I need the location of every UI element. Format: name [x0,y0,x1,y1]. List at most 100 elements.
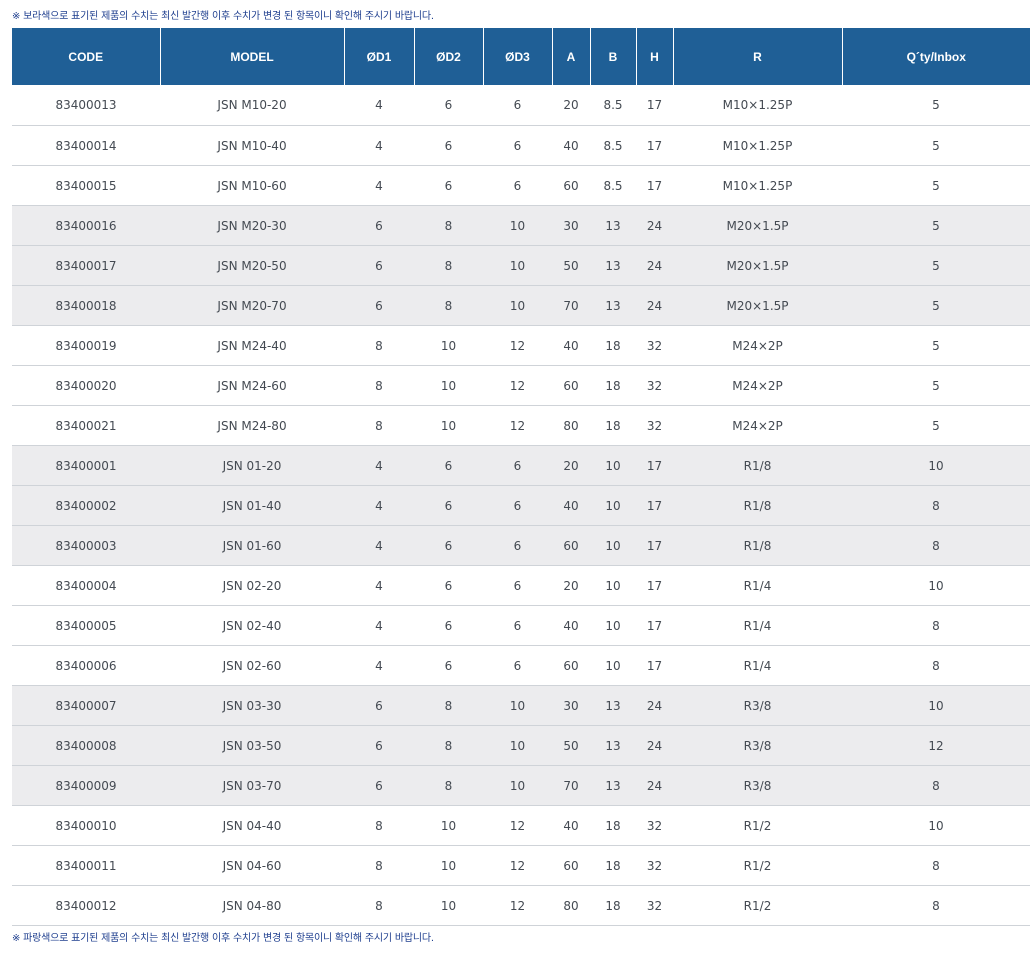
cell-b: 18 [590,365,636,406]
cell-d1: 6 [344,245,414,286]
cell-r: M10×1.25P [673,165,842,206]
header-d1: ØD1 [343,28,415,85]
cell-d2: 10 [414,885,483,926]
header-r: R [672,28,843,85]
cell-r: R3/8 [673,725,842,766]
cell-h: 17 [636,445,673,486]
cell-d1: 4 [344,565,414,606]
cell-qty-inbox: 10 [842,805,1030,846]
cell-qty-inbox: 5 [842,165,1030,206]
cell-b: 18 [590,845,636,886]
cell-code: 83400010 [12,805,160,846]
cell-model: JSN M10-60 [160,165,344,206]
cell-a: 40 [552,605,590,646]
cell-d3: 6 [483,85,552,126]
cell-r: R1/2 [673,885,842,926]
cell-d1: 6 [344,765,414,806]
cell-model: JSN 04-40 [160,805,344,846]
table-row: 83400002 JSN 01-40 4 6 6 40 10 17 R1/8 8 [12,485,1030,526]
cell-h: 24 [636,285,673,326]
cell-d1: 6 [344,685,414,726]
cell-d2: 10 [414,845,483,886]
cell-h: 17 [636,165,673,206]
cell-h: 24 [636,725,673,766]
cell-d3: 6 [483,165,552,206]
cell-h: 17 [636,125,673,166]
cell-d1: 4 [344,125,414,166]
cell-qty-inbox: 10 [842,685,1030,726]
table-row: 83400007 JSN 03-30 6 8 10 30 13 24 R3/8 10 [12,685,1030,726]
product-spec-table: CODE MODEL ØD1 ØD2 ØD3 A B H R Q´ty/Inbo… [12,28,1030,926]
cell-r: M10×1.25P [673,85,842,126]
table-row: 83400011 JSN 04-60 8 10 12 60 18 32 R1/2 8 [12,845,1030,886]
cell-qty-inbox: 8 [842,605,1030,646]
cell-qty-inbox: 12 [842,725,1030,766]
cell-code: 83400015 [12,165,160,206]
cell-d3: 6 [483,525,552,566]
cell-a: 70 [552,285,590,326]
cell-d2: 8 [414,205,483,246]
cell-code: 83400007 [12,685,160,726]
cell-a: 60 [552,525,590,566]
table-row: 83400019 JSN M24-40 8 10 12 40 18 32 M24×2P 5 [12,325,1030,366]
cell-code: 83400016 [12,205,160,246]
cell-qty-inbox: 8 [842,485,1030,526]
cell-model: JSN 04-60 [160,845,344,886]
cell-h: 24 [636,765,673,806]
cell-qty-inbox: 8 [842,525,1030,566]
cell-qty-inbox: 5 [842,205,1030,246]
table-row: 83400010 JSN 04-40 8 10 12 40 18 32 R1/2 10 [12,805,1030,846]
cell-model: JSN M20-30 [160,205,344,246]
revision-note-top: ※ 보라색으로 표기된 제품의 수치는 최신 발간행 이후 수치가 변경 된 항… [12,11,434,22]
cell-b: 18 [590,885,636,926]
cell-d1: 4 [344,525,414,566]
cell-h: 32 [636,805,673,846]
cell-model: JSN M20-70 [160,285,344,326]
cell-model: JSN M10-20 [160,85,344,126]
cell-r: R1/2 [673,805,842,846]
cell-a: 60 [552,645,590,686]
cell-model: JSN 02-60 [160,645,344,686]
table-row: 83400016 JSN M20-30 6 8 10 30 13 24 M20×1.5P 5 [12,205,1030,246]
cell-d2: 10 [414,805,483,846]
cell-code: 83400003 [12,525,160,566]
cell-d1: 8 [344,405,414,446]
cell-d3: 6 [483,565,552,606]
cell-code: 83400020 [12,365,160,406]
cell-d2: 6 [414,165,483,206]
cell-r: R1/8 [673,445,842,486]
cell-code: 83400019 [12,325,160,366]
cell-code: 83400011 [12,845,160,886]
cell-d3: 12 [483,845,552,886]
cell-d1: 8 [344,885,414,926]
cell-d1: 4 [344,645,414,686]
cell-b: 10 [590,525,636,566]
cell-d3: 12 [483,365,552,406]
cell-model: JSN 01-20 [160,445,344,486]
cell-d3: 6 [483,645,552,686]
cell-qty-inbox: 8 [842,765,1030,806]
cell-d2: 10 [414,405,483,446]
cell-h: 17 [636,525,673,566]
header-row: CODE MODEL ØD1 ØD2 ØD3 A B H R Q´ty/Inbo… [12,28,1030,85]
cell-d3: 10 [483,765,552,806]
cell-r: M24×2P [673,405,842,446]
cell-d3: 6 [483,485,552,526]
cell-b: 18 [590,805,636,846]
cell-code: 83400005 [12,605,160,646]
cell-r: M20×1.5P [673,205,842,246]
cell-qty-inbox: 5 [842,325,1030,366]
cell-qty-inbox: 5 [842,405,1030,446]
cell-a: 40 [552,485,590,526]
cell-b: 13 [590,685,636,726]
cell-r: R3/8 [673,765,842,806]
cell-r: R1/4 [673,565,842,606]
cell-qty-inbox: 10 [842,445,1030,486]
cell-b: 13 [590,245,636,286]
cell-r: R3/8 [673,685,842,726]
cell-d1: 8 [344,325,414,366]
cell-d2: 10 [414,325,483,366]
cell-a: 50 [552,245,590,286]
cell-code: 83400012 [12,885,160,926]
cell-code: 83400014 [12,125,160,166]
